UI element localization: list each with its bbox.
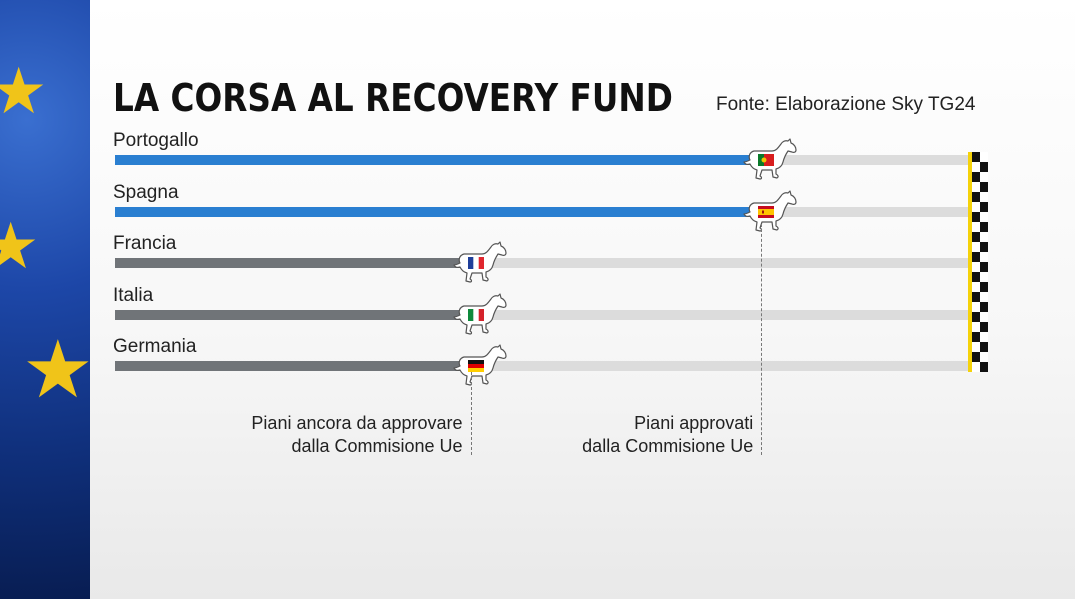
eu-star-icon: ★ xyxy=(0,210,40,284)
progress-bar-italia xyxy=(115,309,466,320)
horse-italy-flag-icon xyxy=(452,292,510,337)
progress-bar-spagna xyxy=(115,206,757,217)
pending-marker-line xyxy=(470,372,472,455)
approved-note-line2: dalla Commisione Ue xyxy=(582,436,754,456)
approved-plans-note: Piani approvati dalla Commisione Ue xyxy=(582,412,753,458)
pending-plans-note: Piani ancora da approvare dalla Commisio… xyxy=(251,412,462,458)
approved-note-line1: Piani approvati xyxy=(634,413,754,433)
chart-title: LA CORSA AL RECOVERY FUND xyxy=(113,76,673,120)
race-track xyxy=(115,206,970,217)
race-track xyxy=(115,155,970,165)
country-label: Germania xyxy=(113,336,197,357)
eu-star-icon: ★ xyxy=(0,55,48,129)
finish-line xyxy=(968,152,988,372)
eu-star-icon: ★ xyxy=(22,323,90,416)
country-label: Spagna xyxy=(113,181,179,203)
pending-note-line1: Piani ancora da approvare xyxy=(251,413,463,433)
horse-portugal-flag-icon xyxy=(742,138,800,182)
eu-flag-background: ★ ★ ★ xyxy=(0,0,90,599)
source-credit: Fonte: Elaborazione Sky TG24 xyxy=(716,94,976,115)
horse-germany-flag-icon xyxy=(452,344,510,388)
progress-bar-germania xyxy=(115,361,466,371)
horse-france-flag-icon xyxy=(452,241,510,285)
approved-marker-line xyxy=(761,224,763,455)
chart-panel xyxy=(90,0,1075,599)
horse-spain-flag-icon xyxy=(742,189,800,234)
pending-note-line2: dalla Commisione Ue xyxy=(291,436,463,456)
country-label: Portogallo xyxy=(113,130,199,151)
progress-bar-portogallo xyxy=(115,155,757,165)
race-track xyxy=(115,309,970,320)
race-track xyxy=(115,258,970,268)
country-label: Italia xyxy=(113,284,154,306)
race-track xyxy=(115,361,970,371)
country-label: Francia xyxy=(113,233,177,254)
progress-bar-francia xyxy=(115,258,466,268)
